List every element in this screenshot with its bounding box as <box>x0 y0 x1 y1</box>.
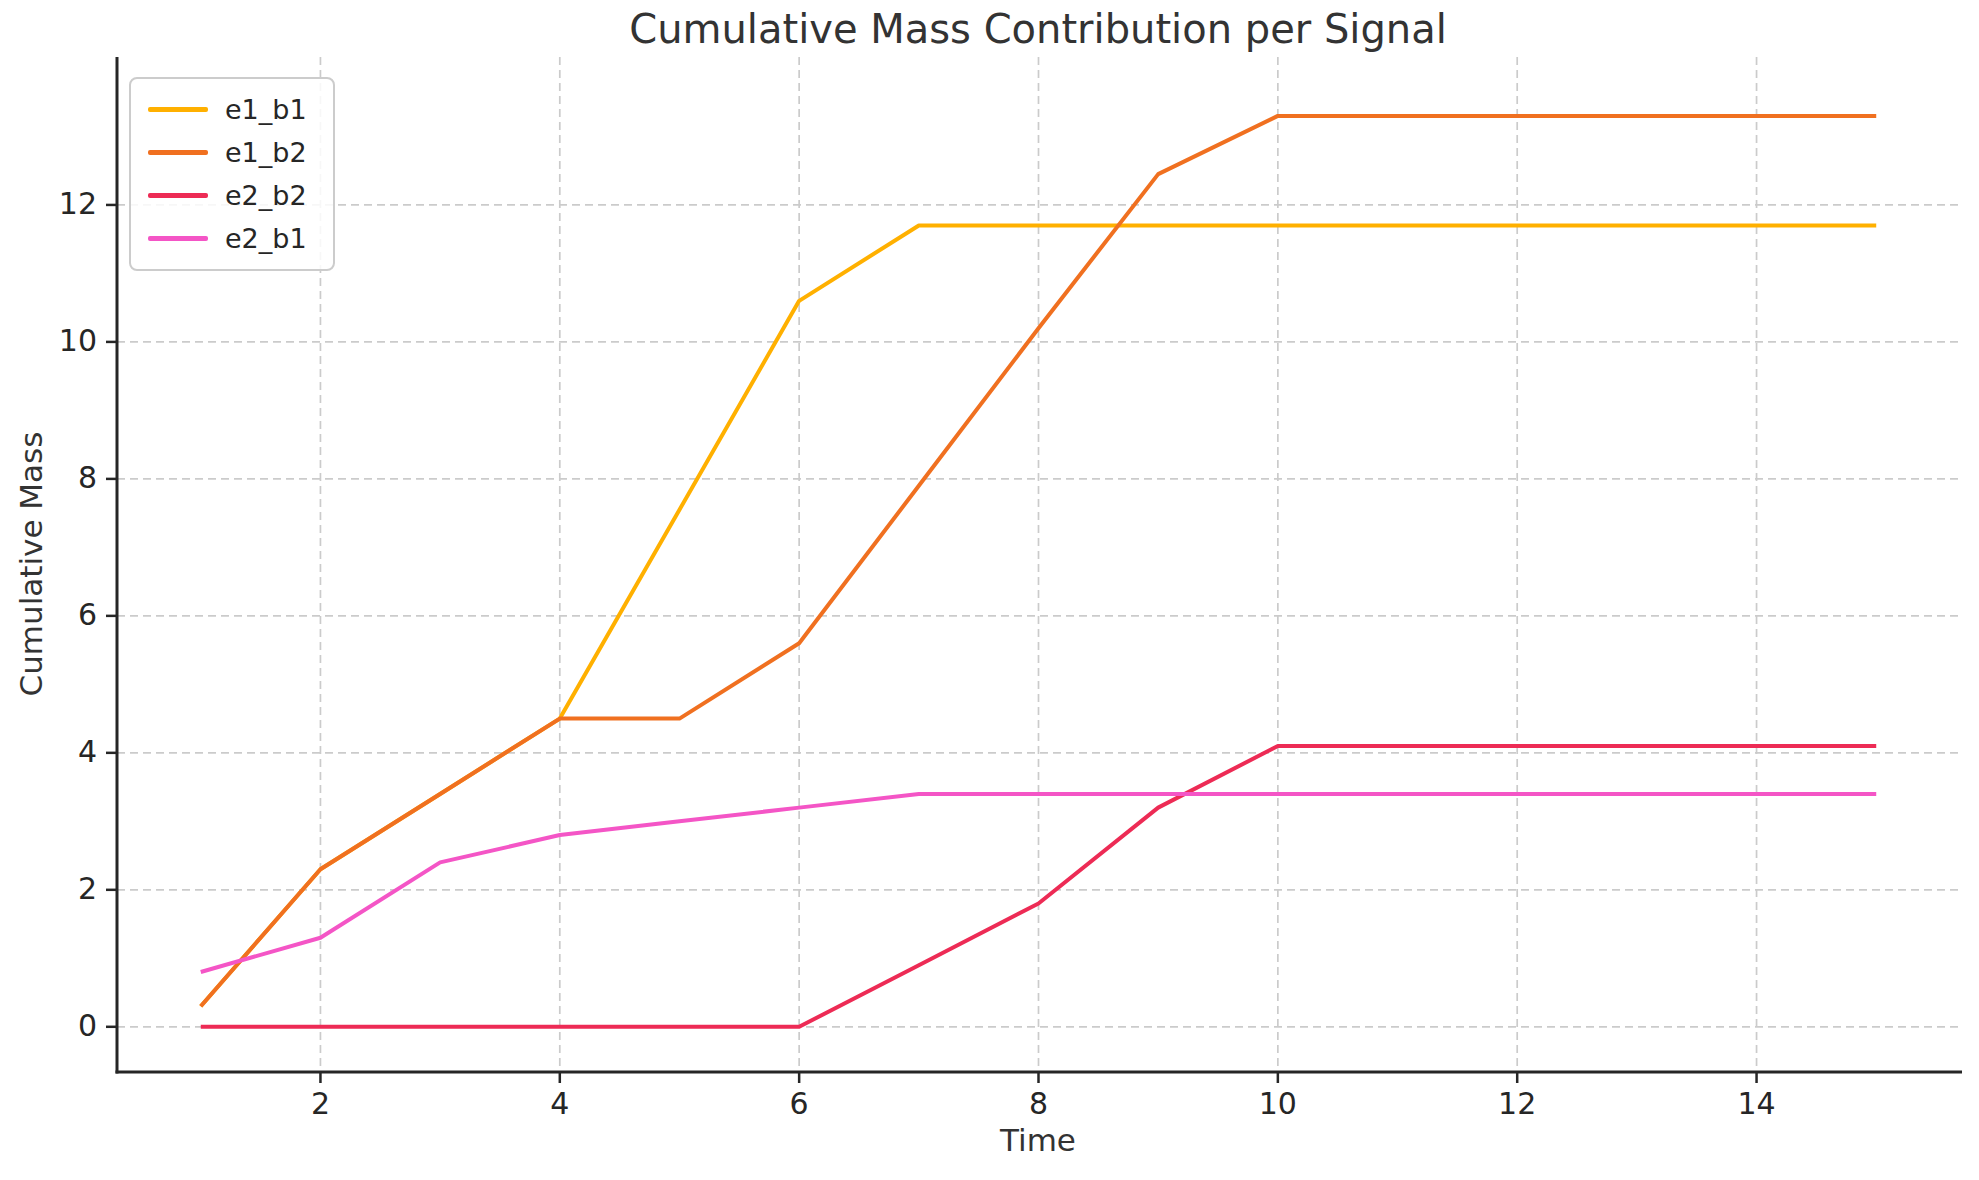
legend: e1_b1 e1_b2 e2_b2 e2_b1 <box>129 77 335 271</box>
x-tick-label: 14 <box>1712 1086 1802 1122</box>
y-tick-label: 12 <box>27 186 97 222</box>
y-tick-label: 6 <box>27 597 97 633</box>
x-tick-label: 6 <box>754 1086 844 1122</box>
y-tick-label: 2 <box>27 871 97 907</box>
series-line-e1_b2 <box>201 116 1876 1006</box>
y-tick-label: 4 <box>27 734 97 770</box>
x-tick-label: 2 <box>275 1086 365 1122</box>
chart-title: Cumulative Mass Contribution per Signal <box>629 6 1447 52</box>
figure: Cumulative Mass Contribution per Signal … <box>0 0 1979 1180</box>
legend-item-e2_b1: e2_b1 <box>148 217 307 260</box>
legend-swatch-e2_b2 <box>148 193 208 198</box>
legend-swatch-e2_b1 <box>148 236 208 241</box>
x-tick-label: 8 <box>994 1086 1084 1122</box>
x-axis-label: Time <box>1000 1122 1076 1158</box>
legend-label: e2_b1 <box>225 225 307 252</box>
legend-item-e1_b1: e1_b1 <box>148 88 307 131</box>
legend-swatch-e1_b1 <box>148 107 208 112</box>
y-tick-label: 10 <box>27 323 97 359</box>
legend-swatch-e1_b2 <box>148 150 208 155</box>
legend-item-e2_b2: e2_b2 <box>148 174 307 217</box>
legend-item-e1_b2: e1_b2 <box>148 131 307 174</box>
y-tick-label: 8 <box>27 460 97 496</box>
legend-label: e1_b2 <box>225 139 307 166</box>
x-tick-label: 10 <box>1233 1086 1323 1122</box>
y-tick-label: 0 <box>27 1008 97 1044</box>
legend-label: e2_b2 <box>225 182 307 209</box>
legend-label: e1_b1 <box>225 96 307 123</box>
x-tick-label: 4 <box>515 1086 605 1122</box>
x-tick-label: 12 <box>1472 1086 1562 1122</box>
